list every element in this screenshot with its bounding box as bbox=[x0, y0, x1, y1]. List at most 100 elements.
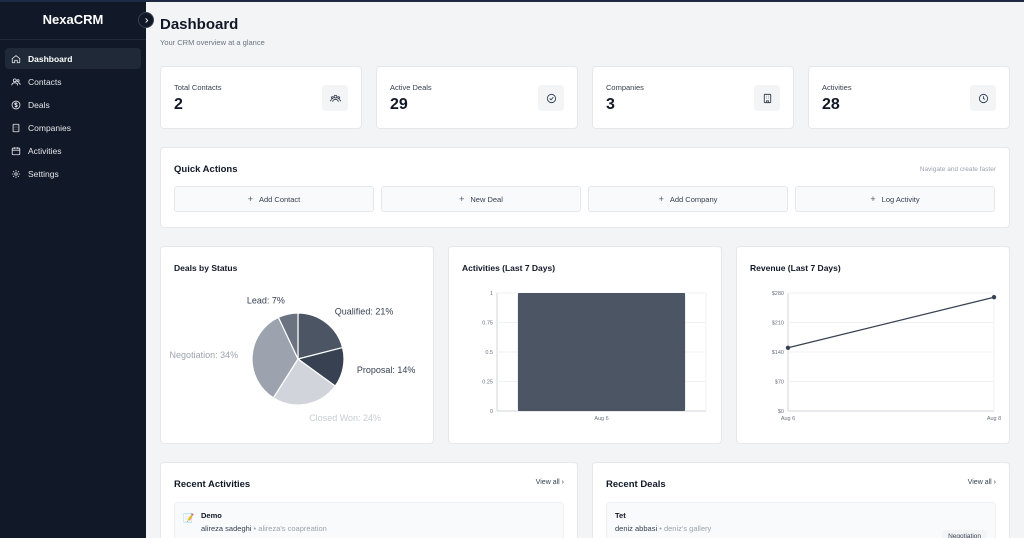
deal-status-badge: Negotiation bbox=[942, 530, 987, 538]
sidebar-item-deals[interactable]: Deals bbox=[5, 94, 141, 115]
sidebar: NexaCRM Dashboard Contacts Deals Compani… bbox=[0, 0, 146, 538]
stat-icon-box bbox=[322, 85, 348, 111]
y-tick-label: $70 bbox=[775, 380, 784, 386]
quick-actions-title: Quick Actions bbox=[174, 164, 238, 175]
pie-slice bbox=[297, 312, 344, 360]
view-all-label: View all bbox=[535, 479, 560, 486]
building-icon bbox=[763, 93, 771, 103]
chevron-right-icon: › bbox=[561, 479, 564, 486]
y-tick-label: $0 bbox=[778, 409, 784, 415]
pie-chart: Qualified: 21% Proposal: 14% Closed Won: 2… bbox=[170, 295, 416, 423]
sidebar-item-dashboard[interactable]: Dashboard bbox=[5, 48, 141, 69]
sidebar-item-label: Contacts bbox=[28, 76, 62, 87]
y-tick-label: 0.25 bbox=[482, 380, 493, 386]
view-all-deals-link[interactable]: View all › bbox=[968, 479, 996, 486]
sidebar-item-contacts[interactable]: Contacts bbox=[5, 71, 141, 92]
pie-slice bbox=[272, 358, 337, 406]
stat-icon-box bbox=[538, 85, 564, 111]
deal-company: deniz's gallery bbox=[663, 524, 712, 533]
sidebar-item-label: Dashboard bbox=[28, 53, 73, 64]
bar bbox=[517, 293, 686, 411]
sidebar-item-settings[interactable]: Settings bbox=[5, 163, 141, 184]
plus-icon: + bbox=[658, 194, 664, 204]
activity-meta: alireza sadeghi • alireza's coapreation bbox=[201, 524, 327, 533]
y-tick-label: 0 bbox=[490, 409, 493, 415]
view-all-label: View all bbox=[967, 479, 992, 486]
quick-actions-card: Quick Actions Navigate and create faster… bbox=[160, 147, 1010, 228]
top-accent-line bbox=[0, 0, 1024, 2]
pie-slice bbox=[251, 316, 299, 399]
stat-icon-box bbox=[970, 85, 996, 111]
y-tick-label: 1 bbox=[490, 291, 493, 297]
users-icon bbox=[11, 77, 21, 85]
view-all-activities-link[interactable]: View all › bbox=[536, 479, 564, 486]
stat-card-deals[interactable]: Active Deals 29 bbox=[376, 66, 578, 129]
button-label: Add Contact bbox=[258, 194, 301, 204]
data-point bbox=[785, 345, 791, 350]
stat-icon-box bbox=[754, 85, 780, 111]
plus-icon: + bbox=[870, 194, 876, 204]
users-icon bbox=[329, 94, 341, 102]
revenue-chart-card: Revenue (Last 7 Days) $0 $70 $140 $210 $280 A… bbox=[736, 246, 1010, 444]
x-tick-label: Aug 8 bbox=[987, 416, 1001, 422]
home-icon bbox=[11, 54, 21, 63]
check-circle-icon bbox=[546, 93, 556, 103]
quick-actions-hint: Navigate and create faster bbox=[919, 166, 996, 173]
log-activity-button[interactable]: + Log Activity bbox=[795, 186, 995, 212]
series-line bbox=[787, 296, 995, 349]
x-tick-label: Aug 6 bbox=[594, 416, 608, 422]
chevron-right-icon bbox=[144, 17, 148, 23]
stat-label: Companies bbox=[606, 83, 644, 92]
stat-card-activities[interactable]: Activities 28 bbox=[808, 66, 1010, 129]
y-tick-label: 0.5 bbox=[485, 350, 493, 356]
building-icon bbox=[12, 123, 20, 132]
recent-activities-card: Recent Activities View all › 📝 Demo alir… bbox=[160, 462, 578, 538]
chart-title: Deals by Status bbox=[174, 263, 238, 273]
stat-value: 2 bbox=[174, 96, 183, 113]
sidebar-item-activities[interactable]: Activities bbox=[5, 140, 141, 161]
new-deal-button[interactable]: + New Deal bbox=[381, 186, 581, 212]
line-chart: $0 $70 $140 $210 $280 Aug 6 Aug 8 bbox=[772, 291, 1001, 422]
deal-meta: deniz abbasi • deniz's gallery bbox=[615, 524, 711, 533]
main-content: Dashboard Your CRM overview at a glance … bbox=[146, 0, 1024, 538]
add-contact-button[interactable]: + Add Contact bbox=[174, 186, 374, 212]
activity-person: alireza sadeghi bbox=[201, 524, 252, 533]
stat-label: Total Contacts bbox=[174, 83, 222, 92]
chart-title: Revenue (Last 7 Days) bbox=[750, 263, 841, 273]
activities-chart-card: Activities (Last 7 Days) 0 0.25 0.5 0.75 1 Au… bbox=[448, 246, 722, 444]
y-tick-label: $210 bbox=[772, 321, 784, 327]
sidebar-item-label: Activities bbox=[28, 145, 62, 156]
sidebar-item-label: Settings bbox=[28, 168, 59, 179]
plus-icon: + bbox=[247, 194, 253, 204]
sidebar-item-companies[interactable]: Companies bbox=[5, 117, 141, 138]
y-tick-label: 0.75 bbox=[482, 321, 493, 327]
activity-list-item[interactable]: 📝 Demo alireza sadeghi • alireza's coapr… bbox=[174, 502, 564, 538]
separator-dot: • bbox=[253, 524, 257, 533]
stat-label: Activities bbox=[822, 83, 852, 92]
stat-value: 29 bbox=[390, 96, 408, 113]
deal-title: Tet bbox=[615, 511, 626, 520]
pie-slice bbox=[277, 312, 299, 360]
chart-title: Activities (Last 7 Days) bbox=[462, 263, 556, 273]
stat-value: 28 bbox=[822, 96, 840, 113]
page-title: Dashboard bbox=[160, 16, 239, 33]
bar-chart: 0 0.25 0.5 0.75 1 Aug 6 bbox=[482, 291, 707, 422]
activity-title: Demo bbox=[201, 511, 222, 520]
y-tick-label: $140 bbox=[772, 350, 784, 356]
button-label: New Deal bbox=[470, 194, 503, 204]
stat-card-contacts[interactable]: Total Contacts 2 bbox=[160, 66, 362, 129]
note-icon: 📝 bbox=[183, 513, 195, 523]
sidebar-item-label: Deals bbox=[28, 99, 50, 110]
brand-logo[interactable]: NexaCRM bbox=[0, 0, 146, 40]
plus-icon: + bbox=[459, 194, 465, 204]
clock-icon bbox=[978, 93, 988, 103]
stat-card-companies[interactable]: Companies 3 bbox=[592, 66, 794, 129]
deal-list-item[interactable]: Tet deniz abbasi • deniz's gallery Negot… bbox=[606, 502, 996, 538]
button-label: Add Company bbox=[669, 194, 718, 204]
recent-deals-card: Recent Deals View all › Tet deniz abbasi… bbox=[592, 462, 1010, 538]
pie-slice-label: Closed Won: 24% bbox=[309, 413, 381, 423]
pie-slice-label: Proposal: 14% bbox=[357, 365, 416, 375]
sidebar-collapse-button[interactable] bbox=[138, 12, 154, 28]
data-point bbox=[991, 295, 997, 300]
add-company-button[interactable]: + Add Company bbox=[588, 186, 788, 212]
